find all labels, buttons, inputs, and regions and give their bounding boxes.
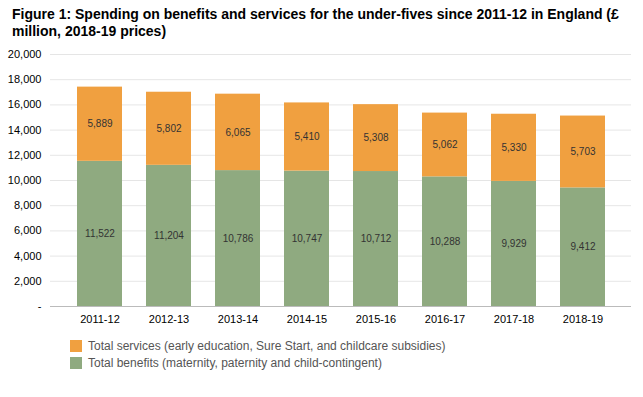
html-text:Total services (early educatio: Total services (early education, Sure St… [88,339,446,353]
svg-text:2,000: 2,000 [14,275,42,287]
svg-text:14,000: 14,000 [8,124,42,136]
svg-text:10,288: 10,288 [430,236,461,247]
svg-text:8,000: 8,000 [14,199,42,211]
svg-text:2014-15: 2014-15 [287,313,327,325]
svg-text:2015-16: 2015-16 [356,313,396,325]
svg-text:5,062: 5,062 [432,139,457,150]
svg-text:9,412: 9,412 [570,241,595,252]
html-text:Total benefits (maternity, pat: Total benefits (maternity, paternity and… [88,356,382,370]
svg-text:2018-19: 2018-19 [563,313,603,325]
svg-text:16,000: 16,000 [8,98,42,110]
svg-text:10,786: 10,786 [223,233,254,244]
svg-text:10,747: 10,747 [292,233,323,244]
svg-text:18,000: 18,000 [8,73,42,85]
svg-text:2012-13: 2012-13 [149,313,189,325]
svg-text:5,889: 5,889 [87,118,112,129]
svg-text:4,000: 4,000 [14,250,42,262]
svg-text:9,929: 9,929 [501,238,526,249]
svg-text:10,712: 10,712 [361,233,392,244]
svg-text:11,522: 11,522 [85,228,115,239]
svg-text:5,330: 5,330 [501,142,526,153]
svg-text:12,000: 12,000 [8,149,42,161]
svg-text:6,000: 6,000 [14,224,42,236]
svg-text:2013-14: 2013-14 [218,313,258,325]
svg-text:5,410: 5,410 [294,131,319,142]
html-text:Figure 1: Spending on benefits: Figure 1: Spending on benefits and servi… [12,6,619,39]
svg-text:11,204: 11,204 [154,230,184,241]
svg-text:10,000: 10,000 [8,174,42,186]
svg-text:2011-12: 2011-12 [80,313,120,325]
svg-text:-: - [38,300,42,312]
svg-text:5,802: 5,802 [156,123,181,134]
svg-text:20,000: 20,000 [8,48,42,60]
svg-text:2017-18: 2017-18 [494,313,534,325]
svg-text:5,308: 5,308 [363,132,388,143]
svg-text:5,703: 5,703 [570,146,595,157]
svg-text:6,065: 6,065 [225,127,250,138]
svg-text:2016-17: 2016-17 [425,313,465,325]
